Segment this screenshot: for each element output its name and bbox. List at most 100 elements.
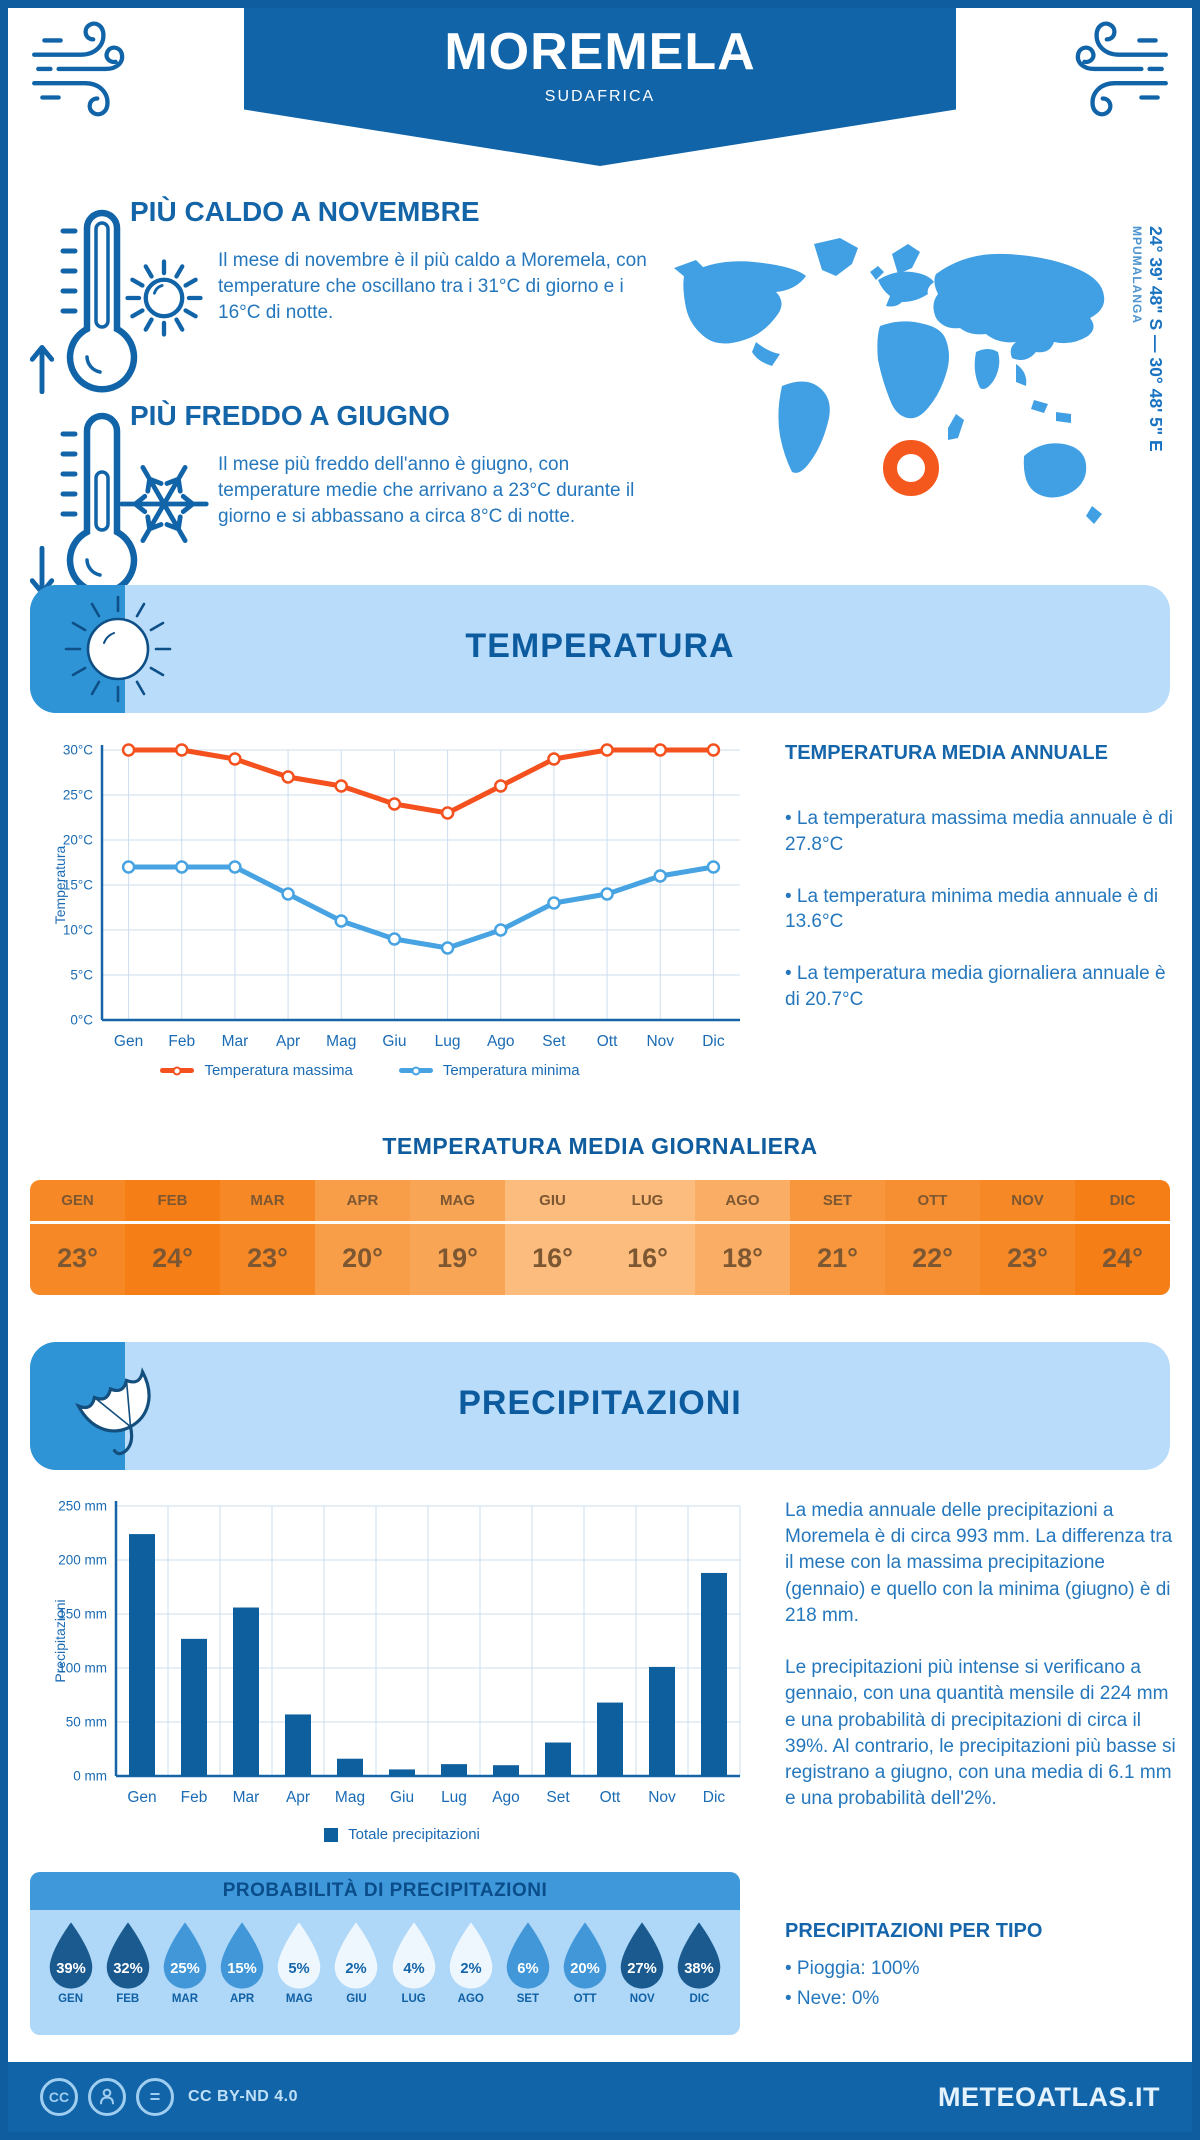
sun-banner-icon bbox=[64, 595, 172, 703]
svg-text:Precipitazioni: Precipitazioni bbox=[52, 1599, 68, 1682]
title-banner: MOREMELA SUDAFRICA bbox=[244, 0, 956, 166]
annual-temperature-heading: TEMPERATURA MEDIA ANNUALE bbox=[785, 742, 1108, 764]
daily-temperature-table: GEN 23° FEB 24° MAR 23° APR 20° MAG 19° GIU 1… bbox=[30, 1180, 1170, 1295]
probability-drop: 38% DIC bbox=[671, 1920, 728, 2005]
drop-month-label: GIU bbox=[346, 1993, 367, 2005]
svg-text:Apr: Apr bbox=[276, 1033, 300, 1050]
svg-text:Mar: Mar bbox=[233, 1789, 260, 1806]
daily-temp-cell: GIU 16° bbox=[505, 1180, 600, 1295]
svg-text:20°C: 20°C bbox=[63, 833, 93, 848]
daily-temp-cell: AGO 18° bbox=[695, 1180, 790, 1295]
temperature-value: 16° bbox=[532, 1242, 573, 1273]
precipitation-paragraph: La media annuale delle precipitazioni a … bbox=[785, 1500, 1173, 1626]
raindrop-icon: 4% bbox=[392, 1922, 435, 1989]
probability-drop: 6% SET bbox=[499, 1920, 556, 2005]
probability-drop: 2% AGO bbox=[442, 1920, 499, 2005]
daily-temp-cell: LUG 16° bbox=[600, 1180, 695, 1295]
temperature-section-title: TEMPERATURA bbox=[465, 627, 735, 665]
annual-bullet: • La temperatura media giornaliera annua… bbox=[785, 963, 1166, 1011]
raindrop-icon: 25% bbox=[163, 1922, 207, 1989]
drop-month-label: SET bbox=[516, 1993, 540, 2005]
svg-text:25°C: 25°C bbox=[63, 788, 93, 803]
svg-text:Ott: Ott bbox=[597, 1033, 618, 1050]
drop-month-label: MAG bbox=[285, 1993, 313, 2005]
raindrop-icon: 27% bbox=[620, 1922, 664, 1989]
precipitation-section-banner: PRECIPITAZIONI bbox=[30, 1342, 1170, 1470]
raindrop-icon: 38% bbox=[678, 1922, 721, 1989]
svg-text:Feb: Feb bbox=[168, 1033, 195, 1050]
probability-drop: 20% OTT bbox=[557, 1920, 614, 2005]
legend-swatch bbox=[324, 1827, 339, 1842]
highlight-warm-text: Il mese di novembre è il più caldo a Mor… bbox=[218, 250, 647, 324]
month-label: GIU bbox=[505, 1180, 600, 1224]
temperature-chart: 0°C 5°C 10°C 15°C 20°C 25°C 30°C Gen Feb Mar Apr Ma… bbox=[52, 743, 740, 1050]
probability-heading: PROBABILITÀ DI PRECIPITAZIONI bbox=[30, 1872, 740, 1910]
temperature-value: 21° bbox=[817, 1242, 858, 1273]
svg-text:Feb: Feb bbox=[181, 1789, 208, 1806]
svg-text:Apr: Apr bbox=[286, 1789, 310, 1806]
daily-temp-cell: DIC 24° bbox=[1075, 1180, 1170, 1295]
thermometer-up-icon bbox=[60, 209, 138, 393]
month-label: NOV bbox=[980, 1180, 1075, 1224]
license-icons: CC = bbox=[40, 2078, 174, 2116]
legend-item: Totale precipitazioni bbox=[324, 1826, 480, 1843]
svg-text:Lug: Lug bbox=[435, 1033, 461, 1050]
probability-drop: 27% NOV bbox=[614, 1920, 671, 2005]
highlight-cold-title: PIÙ FREDDO A GIUGNO bbox=[130, 400, 450, 431]
svg-text:39%: 39% bbox=[56, 1961, 86, 1977]
drop-month-label: APR bbox=[229, 1993, 255, 2005]
svg-text:Giu: Giu bbox=[382, 1033, 406, 1050]
svg-text:Nov: Nov bbox=[646, 1033, 674, 1050]
month-label: LUG bbox=[600, 1180, 695, 1224]
annual-temperature-bullets: • La temperatura massima media annuale è… bbox=[785, 806, 1183, 1039]
drop-month-label: AGO bbox=[457, 1993, 484, 2005]
month-label: OTT bbox=[885, 1180, 980, 1224]
svg-text:250 mm: 250 mm bbox=[58, 1499, 107, 1514]
month-label: MAG bbox=[410, 1180, 505, 1224]
svg-text:Lug: Lug bbox=[441, 1789, 467, 1806]
raindrop-icon: 39% bbox=[49, 1922, 92, 1989]
svg-text:Nov: Nov bbox=[648, 1789, 676, 1806]
svg-text:Mag: Mag bbox=[326, 1033, 356, 1050]
svg-text:Gen: Gen bbox=[114, 1033, 143, 1050]
svg-text:Mar: Mar bbox=[222, 1033, 249, 1050]
svg-text:4%: 4% bbox=[403, 1961, 424, 1977]
probability-drop: 4% LUG bbox=[385, 1920, 442, 2005]
legend-item: Temperatura minima bbox=[398, 1062, 580, 1079]
svg-text:Set: Set bbox=[546, 1789, 570, 1806]
temperature-value: 22° bbox=[912, 1242, 953, 1273]
svg-text:150 mm: 150 mm bbox=[58, 1607, 107, 1622]
temperature-section-banner: TEMPERATURA bbox=[30, 585, 1170, 713]
location-marker bbox=[883, 440, 939, 496]
highlight-cold-text: Il mese più freddo dell'anno è giugno, c… bbox=[218, 454, 635, 528]
svg-text:15%: 15% bbox=[227, 1961, 257, 1977]
legend-item: Temperatura massima bbox=[160, 1062, 353, 1079]
daily-temperature-heading: TEMPERATURA MEDIA GIORNALIERA bbox=[382, 1133, 818, 1159]
svg-text:15°C: 15°C bbox=[63, 878, 93, 893]
temperature-value: 18° bbox=[722, 1242, 763, 1273]
temperature-value: 20° bbox=[342, 1242, 383, 1273]
probability-drop: 2% GIU bbox=[328, 1920, 385, 2005]
annual-bullet: • La temperatura massima media annuale è… bbox=[785, 808, 1173, 855]
temperature-value: 24° bbox=[1102, 1242, 1143, 1273]
arrow-up-icon bbox=[30, 344, 54, 394]
precipitation-paragraphs: La media annuale delle precipitazioni a … bbox=[785, 1498, 1179, 1838]
site-name: METEOATLAS.IT bbox=[938, 2081, 1160, 2112]
raindrop-icon: 5% bbox=[277, 1922, 321, 1989]
drop-month-label: MAR bbox=[171, 1993, 199, 2005]
drop-month-label: LUG bbox=[401, 1993, 426, 2005]
month-label: GEN bbox=[30, 1180, 125, 1224]
daily-temp-cell: OTT 22° bbox=[885, 1180, 980, 1295]
month-label: MAR bbox=[220, 1180, 315, 1224]
wind-icon bbox=[1075, 21, 1168, 117]
temperature-value: 23° bbox=[57, 1242, 98, 1273]
umbrella-icon bbox=[74, 1367, 151, 1456]
temperature-value: 23° bbox=[1007, 1242, 1048, 1273]
svg-text:Gen: Gen bbox=[127, 1789, 156, 1806]
raindrop-icon: 2% bbox=[335, 1922, 378, 1989]
page-subtitle: SUDAFRICA bbox=[544, 88, 656, 105]
temperature-value: 24° bbox=[152, 1242, 193, 1273]
annual-bullet: • La temperatura minima media annuale è … bbox=[785, 885, 1159, 933]
drop-month-label: NOV bbox=[629, 1993, 655, 2005]
probability-drops: 39% GEN 32% FEB 25% MAR 15% APR 5% MAG 2… bbox=[30, 1910, 740, 2005]
